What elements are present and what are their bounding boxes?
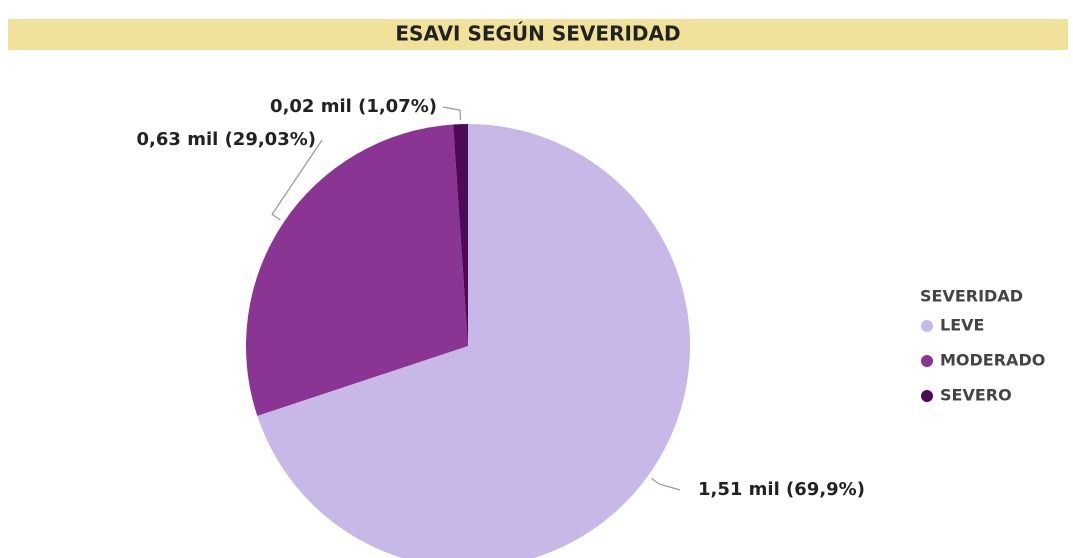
pie-slice	[453, 124, 468, 346]
legend-title: SEVERIDAD	[920, 287, 1023, 306]
legend-swatch	[921, 320, 933, 332]
legend-label: MODERADO	[940, 351, 1045, 370]
pie-slice	[257, 124, 690, 558]
legend-swatch	[921, 355, 933, 367]
data-label: 1,51 mil (69,9%)	[698, 479, 865, 500]
title-bar	[8, 19, 1068, 50]
data-label: 0,63 mil (29,03%)	[137, 129, 316, 150]
legend-swatch	[921, 390, 933, 402]
leader-line	[442, 106, 462, 121]
data-label: 0,02 mil (1,07%)	[270, 96, 437, 117]
legend-label: LEVE	[940, 316, 984, 335]
pie-slice	[245, 124, 468, 416]
leader-line	[271, 139, 323, 221]
legend-label: SEVERO	[940, 386, 1012, 405]
leader-line	[650, 477, 681, 491]
chart-title: ESAVI SEGÚN SEVERIDAD	[395, 22, 680, 46]
